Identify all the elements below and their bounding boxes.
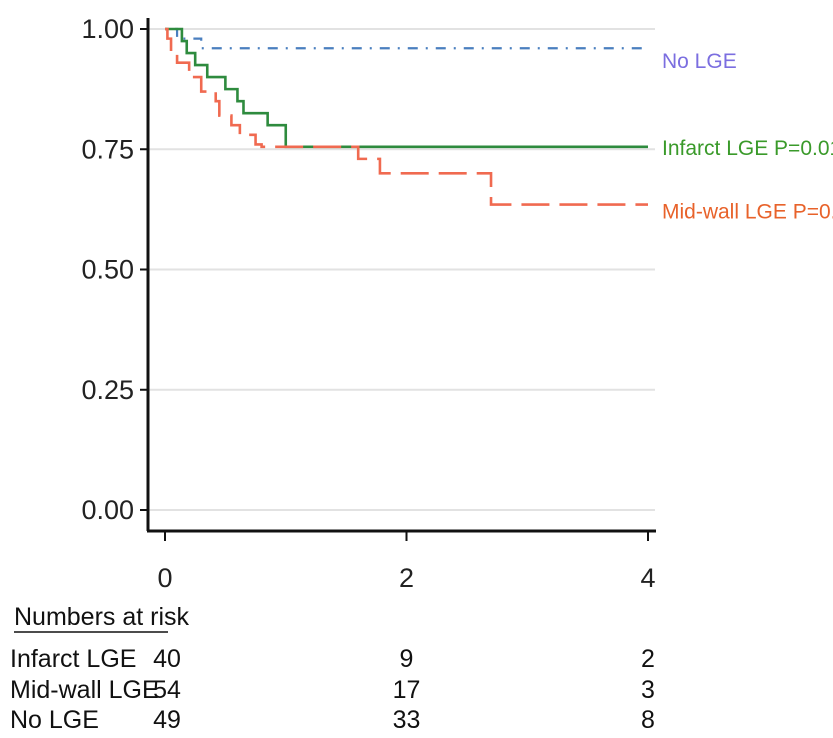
curve-infarct-lge bbox=[165, 27, 648, 149]
x-tick-label: 2 bbox=[399, 563, 414, 593]
risk-value: 49 bbox=[153, 706, 181, 734]
curve-mid-wall-lge bbox=[165, 27, 648, 206]
axes: 0.00 0.25 0.50 0.75 1.00 0 2 4 bbox=[81, 14, 656, 593]
risk-row-label: Infarct LGE bbox=[10, 645, 136, 673]
risk-row-label: No LGE bbox=[10, 706, 99, 734]
grid-lines bbox=[148, 28, 655, 511]
risk-value: 3 bbox=[641, 676, 655, 704]
risk-value: 17 bbox=[393, 676, 421, 704]
survival-curves bbox=[165, 27, 648, 206]
curve-no-lge bbox=[165, 27, 648, 50]
x-tick-label: 0 bbox=[157, 563, 172, 593]
series-label-mid-wall-lge: Mid-wall LGE P=0.004 bbox=[662, 201, 833, 224]
series-label-no-lge: No LGE bbox=[662, 50, 737, 73]
y-tick-label: 0.00 bbox=[81, 495, 134, 525]
risk-value: 54 bbox=[153, 676, 181, 704]
risk-value: 2 bbox=[641, 645, 655, 673]
y-tick-label: 1.00 bbox=[81, 14, 134, 44]
y-tick-label: 0.50 bbox=[81, 255, 134, 285]
risk-value: 9 bbox=[400, 645, 414, 673]
x-tick-label: 4 bbox=[640, 563, 655, 593]
series-labels: No LGE Infarct LGE P=0.017 Mid-wall LGE P=… bbox=[662, 50, 833, 223]
risk-value: 8 bbox=[641, 706, 655, 734]
risk-row-label: Mid-wall LGE bbox=[10, 676, 159, 704]
y-tick-label: 0.75 bbox=[81, 134, 134, 164]
series-label-infarct-lge: Infarct LGE P=0.017 bbox=[662, 137, 833, 160]
risk-table-title: Numbers at risk bbox=[14, 603, 190, 631]
risk-value: 33 bbox=[393, 706, 421, 734]
y-tick-label: 0.25 bbox=[81, 375, 134, 405]
risk-table: Numbers at risk Infarct LGE 40 9 2 Mid-wall L… bbox=[10, 603, 655, 734]
risk-value: 40 bbox=[153, 645, 181, 673]
